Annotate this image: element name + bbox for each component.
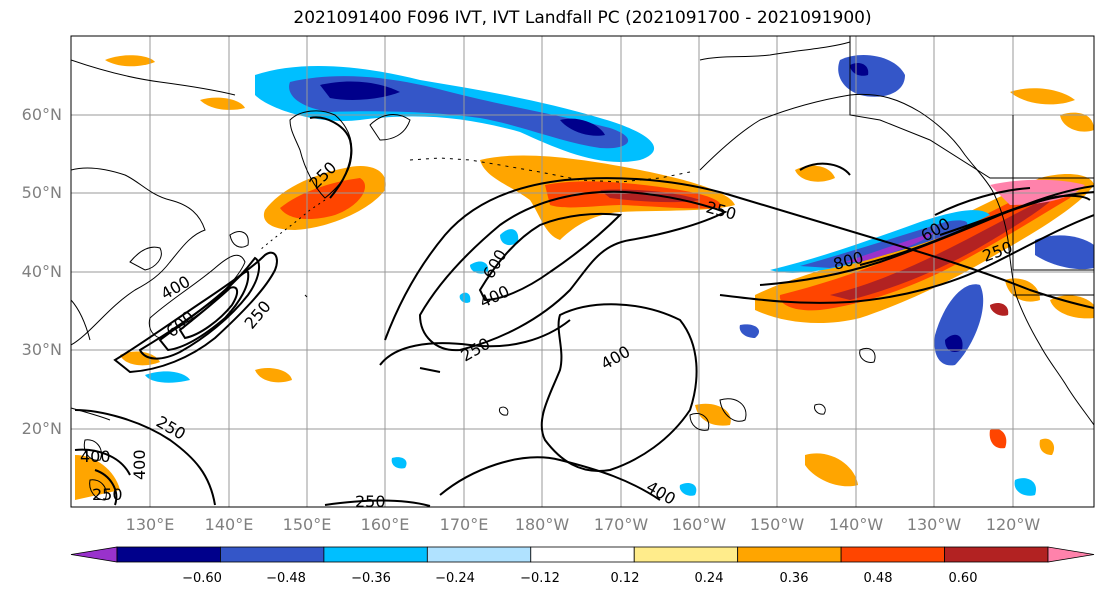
map-title: 2021091400 F096 IVT, IVT Landfall PC (20… — [293, 8, 872, 28]
ivt-contours — [74, 116, 1094, 507]
colorbar-segment — [530, 546, 635, 563]
colorbar-tick: 0.36 — [779, 571, 809, 586]
colorbar-tick: −0.12 — [520, 571, 560, 586]
contour-label: 250 — [458, 334, 494, 366]
shaded-field — [75, 55, 1094, 500]
lon-label: 160°W — [671, 515, 727, 534]
plot-frame — [70, 35, 1095, 508]
lon-label: 140°W — [828, 515, 884, 534]
contour-600-japan — [158, 270, 250, 352]
contour-400-subtropic — [540, 303, 698, 472]
contour-250-kamchatka — [309, 116, 353, 199]
lon-label: 150°W — [749, 515, 805, 534]
aleutian-chain — [409, 157, 691, 183]
lon-label: 120°W — [985, 515, 1041, 534]
contour-label: 400 — [598, 342, 634, 374]
contour-ar-outer — [719, 214, 1094, 304]
lon-label: 180°W — [514, 515, 570, 534]
colorbar-tick: −0.36 — [351, 571, 391, 586]
lat-label: 30°N — [21, 340, 62, 359]
contour-400-north-pacific — [418, 190, 728, 352]
lat-label: 20°N — [21, 419, 62, 438]
contour-400-japan — [138, 256, 261, 360]
lon-label: 150°E — [282, 515, 332, 534]
coastlines — [71, 36, 1094, 501]
colorbar-segment — [116, 546, 221, 563]
colorbar-segment — [426, 546, 532, 563]
lon-label: 130°E — [125, 515, 175, 534]
colorbar-segment — [737, 546, 842, 563]
colorbar-tick: 0.12 — [610, 571, 640, 586]
contour-label: 400 — [80, 447, 111, 466]
border-us — [1012, 115, 1094, 271]
colorbar-tick: 0.24 — [694, 571, 724, 586]
contour-label: 250 — [355, 492, 386, 511]
neg-anomaly-bering-deep — [320, 81, 400, 100]
asia-coast — [71, 167, 206, 346]
border-canada — [849, 36, 1094, 179]
contour-label: 400 — [643, 477, 679, 509]
lon-label: 140°E — [204, 515, 254, 534]
lon-label: 130°W — [906, 515, 962, 534]
colorbar-tick: −0.48 — [266, 571, 306, 586]
contour-label: 400 — [130, 449, 149, 480]
colorbar-extend-high — [1047, 546, 1095, 563]
contour-250-subtropic — [379, 319, 571, 366]
alaska-coast — [699, 93, 993, 191]
colorbar-segment — [944, 546, 1049, 563]
na-coast — [991, 189, 1094, 426]
contour-label: 250 — [92, 485, 123, 504]
colorbar-tick: −0.24 — [435, 571, 475, 586]
lat-label: 50°N — [21, 183, 62, 202]
contour-label: 400 — [158, 272, 194, 304]
colorbar-tick: 0.60 — [948, 571, 978, 586]
contour-label: 250 — [241, 297, 275, 333]
lon-label: 160°E — [360, 515, 410, 534]
contour-250-north-pacific — [384, 177, 1094, 341]
colorbar — [70, 546, 1095, 563]
colorbar-segment — [633, 546, 739, 563]
colorbar-tick: −0.60 — [182, 571, 222, 586]
colorbar-segment — [323, 546, 428, 563]
colorbar-segment — [220, 546, 325, 563]
lat-label: 40°N — [21, 262, 62, 281]
contour-label: 250 — [153, 412, 189, 444]
lon-label: 170°W — [593, 515, 649, 534]
colorbar-segment — [840, 546, 945, 563]
contour-250-japan — [113, 251, 278, 374]
contour-label: 600 — [479, 246, 511, 282]
colorbar-tick: 0.48 — [863, 571, 893, 586]
lat-label: 60°N — [21, 105, 62, 124]
colorbar-extend-low — [70, 546, 118, 563]
contour-600-north-pacific — [478, 212, 623, 302]
lon-label: 170°E — [439, 515, 489, 534]
